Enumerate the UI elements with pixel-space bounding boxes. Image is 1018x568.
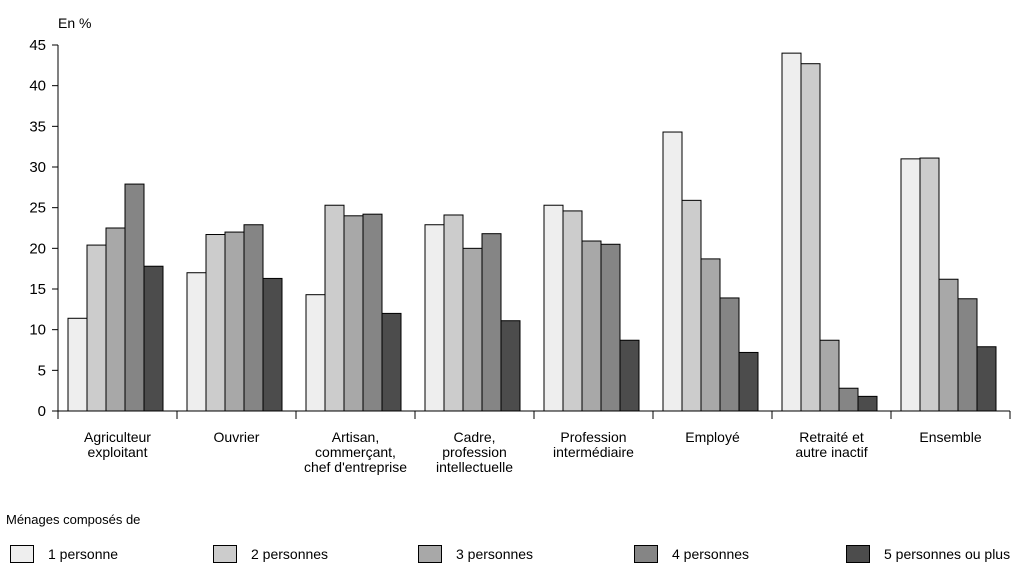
x-category-label: autre inactif xyxy=(795,444,867,460)
bar xyxy=(600,243,621,412)
y-tick-label: 40 xyxy=(29,78,46,95)
x-category-label: commerçant, xyxy=(315,444,396,460)
bar xyxy=(381,312,402,412)
bar xyxy=(362,213,383,412)
bar xyxy=(819,339,840,412)
legend-label: 5 personnes ou plus xyxy=(884,546,1011,562)
bar xyxy=(919,157,940,412)
bar xyxy=(700,258,721,412)
legend-item: 3 personnes xyxy=(418,543,533,565)
bar xyxy=(324,204,345,412)
bar xyxy=(343,215,364,412)
bar xyxy=(619,339,640,412)
bar xyxy=(424,224,445,412)
bar xyxy=(67,317,88,412)
bar xyxy=(938,278,959,412)
legend-label: 3 personnes xyxy=(456,546,534,562)
legend-swatch xyxy=(10,545,34,563)
legend-item: 5 personnes ou plus xyxy=(846,543,1010,565)
bar xyxy=(857,395,878,412)
legend-item: 2 personnes xyxy=(213,543,328,565)
x-category-label: Agriculteur xyxy=(84,429,151,445)
legend-swatch xyxy=(418,545,442,563)
y-tick-label: 20 xyxy=(29,240,46,257)
legend-item: 4 personnes xyxy=(634,543,749,565)
y-tick-label: 25 xyxy=(29,200,46,217)
bar xyxy=(462,247,483,412)
bar xyxy=(481,233,502,412)
x-category-label: intellectuelle xyxy=(436,459,513,475)
x-category-label: intermédiaire xyxy=(553,444,634,460)
bar xyxy=(443,214,464,412)
legend-label: 2 personnes xyxy=(251,546,329,562)
bar xyxy=(243,224,264,412)
y-tick-label: 15 xyxy=(29,281,46,298)
x-category-label: profession xyxy=(442,444,507,460)
bar xyxy=(719,297,740,412)
legend-label: 4 personnes xyxy=(672,546,750,562)
x-category-label: exploitant xyxy=(88,444,148,460)
bar xyxy=(957,298,978,412)
bar xyxy=(124,183,145,412)
y-unit-label: En % xyxy=(58,15,91,31)
bar xyxy=(581,240,602,412)
legend-swatch xyxy=(846,545,870,563)
y-tick-label: 10 xyxy=(29,322,46,339)
bar xyxy=(543,204,564,412)
bar xyxy=(800,63,821,412)
bar xyxy=(262,277,283,412)
x-category-label: Cadre, xyxy=(453,429,495,445)
x-category-label: Ouvrier xyxy=(214,429,260,445)
bar xyxy=(186,272,207,412)
bar xyxy=(900,158,921,412)
y-tick-label: 30 xyxy=(29,159,46,176)
x-category-label: chef d'entreprise xyxy=(304,459,407,475)
y-tick-label: 45 xyxy=(29,37,46,54)
x-category-label: Profession xyxy=(560,429,626,445)
y-tick-label: 0 xyxy=(38,403,46,420)
bar xyxy=(681,199,702,412)
bar xyxy=(224,231,245,412)
bar xyxy=(976,346,997,412)
y-tick-label: 5 xyxy=(38,362,46,379)
bar xyxy=(143,265,164,412)
bar xyxy=(838,387,859,412)
bar xyxy=(500,320,521,412)
y-tick-label: 35 xyxy=(29,118,46,135)
bar xyxy=(205,234,226,412)
bar xyxy=(105,227,126,412)
legend-item: 1 personne xyxy=(10,543,118,565)
chart-bars xyxy=(67,52,997,412)
legend-label: 1 personne xyxy=(48,546,119,562)
legend-swatch xyxy=(634,545,658,563)
x-category-label: Employé xyxy=(685,429,740,445)
legend-swatch xyxy=(213,545,237,563)
bar xyxy=(562,210,583,412)
bar xyxy=(305,294,326,412)
bar xyxy=(738,351,759,412)
x-category-label: Retraité et xyxy=(799,429,864,445)
x-category-label: Ensemble xyxy=(919,429,981,445)
x-category-label: Artisan, xyxy=(332,429,379,445)
bar xyxy=(662,131,683,412)
bar xyxy=(86,244,107,412)
legend-title: Ménages composés de xyxy=(6,512,141,527)
bar xyxy=(781,52,802,412)
